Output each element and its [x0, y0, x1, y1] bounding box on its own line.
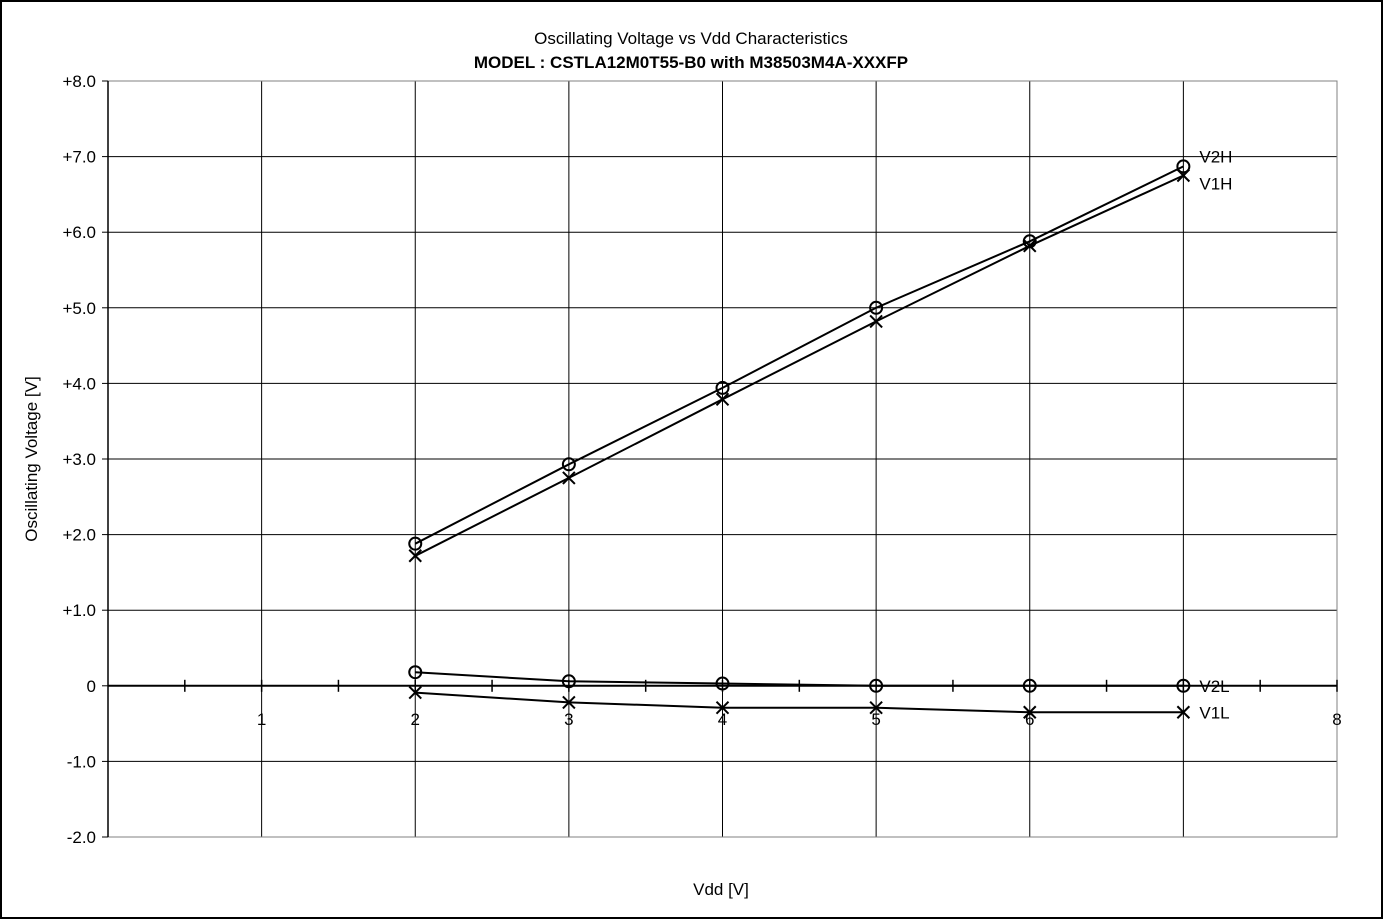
- data-point-v2l: [715, 676, 730, 691]
- cross-stroke: [1023, 239, 1037, 253]
- y-tick-label: -2.0: [67, 828, 96, 847]
- series-line-v1h: [414, 174, 1184, 557]
- data-point-v2l: [408, 665, 423, 680]
- data-point-v1l: [869, 701, 883, 715]
- x-tick-label: 6: [1025, 710, 1034, 729]
- cross-stroke: [869, 314, 883, 329]
- cross-stroke: [715, 392, 730, 406]
- cross-stroke: [1176, 168, 1191, 183]
- data-point-v1h: [562, 471, 576, 485]
- data-point-v1l: [562, 695, 576, 710]
- y-tick-label: +2.0: [62, 526, 96, 545]
- y-tick-label: +3.0: [62, 450, 96, 469]
- data-point-v2h: [561, 457, 576, 472]
- y-tick-label: +8.0: [62, 72, 96, 91]
- data-point-v2h: [1022, 234, 1037, 249]
- cross-stroke: [1023, 705, 1037, 719]
- cross-stroke: [408, 549, 422, 563]
- y-axis-label: Oscillating Voltage [V]: [22, 376, 41, 541]
- x-tick-label: 3: [564, 710, 573, 729]
- data-point-v2h: [715, 380, 730, 395]
- data-point-v1h: [408, 549, 422, 563]
- y-tick-label: +6.0: [62, 223, 96, 242]
- data-point-v2h: [869, 300, 884, 315]
- x-tick-label: 5: [871, 710, 880, 729]
- data-point-v2h: [408, 536, 423, 551]
- y-tick-label: +5.0: [62, 299, 96, 318]
- cross-stroke: [408, 685, 422, 700]
- y-tick-label: -1.0: [67, 752, 96, 771]
- data-point-v2l: [869, 678, 884, 693]
- data-point-v1l: [408, 685, 422, 700]
- y-tick-label: +4.0: [62, 374, 96, 393]
- data-point-v2l: [1022, 678, 1037, 693]
- series-line-v1l: [415, 691, 1184, 714]
- series-line-v2h: [414, 165, 1184, 545]
- x-tick-label: 2: [411, 710, 420, 729]
- data-point-v1h: [1176, 168, 1191, 183]
- chart-subtitle: MODEL : CSTLA12M0T55-B0 with M38503M4A-X…: [474, 53, 908, 72]
- y-tick-label: +1.0: [62, 601, 96, 620]
- x-tick-label: 8: [1332, 710, 1341, 729]
- x-tick-label: 4: [718, 710, 727, 729]
- series-label-v1l: V1L: [1199, 703, 1229, 722]
- data-point-v2l: [561, 674, 576, 689]
- cross-stroke: [562, 471, 576, 485]
- series-group: [408, 159, 1191, 719]
- cross-stroke: [1176, 705, 1191, 719]
- series-label-v1h: V1H: [1199, 175, 1232, 194]
- y-tick-label: +7.0: [62, 148, 96, 167]
- data-point-v1l: [1023, 705, 1037, 719]
- cross-stroke: [562, 695, 576, 710]
- series-label-v2h: V2H: [1199, 147, 1232, 166]
- y-tick-label: 0: [87, 677, 96, 696]
- tick-labels: +8.0 +7.0 +6.0 +5.0 +4.0 +3.0 +2.0 +1.0 0 -1.0 -2.…: [62, 72, 1341, 847]
- data-point-v2l: [1176, 678, 1191, 693]
- data-point-v1h: [1023, 239, 1037, 253]
- series-label-v2l: V2L: [1199, 677, 1229, 696]
- data-point-v1h: [869, 314, 883, 329]
- series-labels: V2H V1H V2L V1L: [1199, 147, 1232, 722]
- data-point-v1l: [715, 701, 730, 715]
- data-point-v2h: [1176, 159, 1191, 174]
- series-line-v2l: [415, 671, 1184, 687]
- cross-stroke: [869, 701, 883, 715]
- x-tick-label: 1: [257, 710, 266, 729]
- chart-title: Oscillating Voltage vs Vdd Characteristi…: [534, 29, 848, 48]
- data-point-v1l: [1176, 705, 1191, 719]
- x-axis-label: Vdd [V]: [693, 880, 749, 899]
- cross-stroke: [715, 701, 730, 715]
- data-point-v1h: [715, 392, 730, 406]
